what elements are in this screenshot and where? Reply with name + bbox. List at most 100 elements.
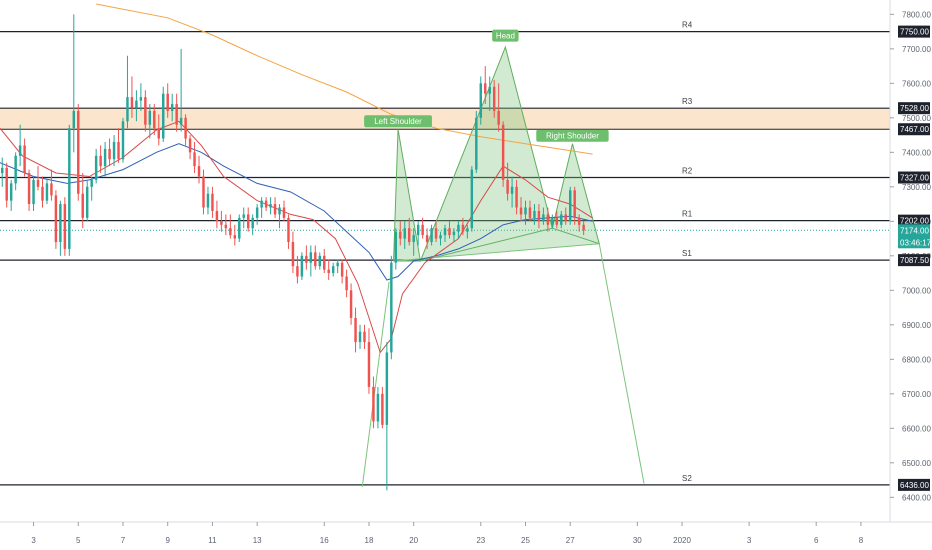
candle <box>430 224 433 246</box>
candle-body <box>85 186 89 218</box>
candle <box>394 228 398 270</box>
time-tick-label: 3 <box>747 536 752 545</box>
candle <box>85 179 89 222</box>
candle-body <box>492 86 496 111</box>
candle-body <box>466 228 469 232</box>
candle-body <box>287 217 290 243</box>
candle-body <box>331 266 335 274</box>
candle <box>260 197 263 218</box>
candle-body <box>130 97 134 108</box>
candle <box>291 231 295 274</box>
candle <box>560 210 563 229</box>
candle-body <box>327 269 330 274</box>
candle-body <box>385 352 389 425</box>
candle <box>340 259 344 284</box>
candle <box>135 90 138 122</box>
candle <box>193 141 196 174</box>
candle-body <box>63 204 67 249</box>
time-tick-label: 18 <box>365 536 374 545</box>
price-tick-label: 6800.00 <box>902 355 931 364</box>
candle <box>99 145 102 174</box>
candle <box>533 204 536 225</box>
price-tick-label: 7300.00 <box>902 183 931 192</box>
candle-body <box>202 176 205 208</box>
candle <box>23 138 26 177</box>
candle-body <box>278 207 281 215</box>
candle-body <box>179 117 183 125</box>
time-tick-label: 2020 <box>673 536 691 545</box>
candle <box>197 155 201 184</box>
candle <box>112 135 116 167</box>
candle-body <box>27 173 31 205</box>
candle <box>269 197 272 215</box>
candle <box>407 217 411 246</box>
candle <box>224 214 228 236</box>
head-label-bg <box>492 29 519 42</box>
candle-body <box>497 110 500 125</box>
candle-body <box>524 207 527 215</box>
candles-layer <box>1 14 585 491</box>
candle-body <box>238 217 241 239</box>
candle <box>515 179 518 215</box>
candle-body <box>309 252 313 263</box>
candle <box>336 259 339 274</box>
candle <box>238 214 241 243</box>
candle-body <box>367 342 371 387</box>
candle <box>309 245 313 277</box>
candle-body <box>166 93 169 111</box>
candle-body <box>470 169 474 229</box>
candle <box>564 207 567 225</box>
level-price-tag-s2 <box>898 478 930 491</box>
candle-body <box>475 117 478 170</box>
candle-body <box>573 190 576 218</box>
current-price-tag <box>898 224 930 249</box>
zone-low-price-text: 7467.00 <box>900 125 929 134</box>
candle <box>36 166 40 191</box>
candle-body <box>121 121 125 160</box>
candle <box>537 204 541 229</box>
candle-body <box>537 210 541 222</box>
candle-body <box>233 235 237 239</box>
candle <box>179 48 183 132</box>
candle-body <box>376 393 380 422</box>
candle <box>577 214 581 232</box>
candle <box>399 221 402 246</box>
candle <box>551 214 554 229</box>
candle-body <box>577 217 581 225</box>
candle <box>403 221 406 249</box>
candle <box>510 176 514 208</box>
level-price-text: 6436.00 <box>900 481 929 490</box>
candle <box>555 210 559 229</box>
candle-body <box>103 148 107 167</box>
candle-body <box>255 207 259 218</box>
candle <box>421 217 424 239</box>
candle-body <box>542 214 545 222</box>
candle <box>296 255 299 284</box>
time-tick-label: 30 <box>633 536 642 545</box>
candle-body <box>246 214 250 229</box>
candle <box>519 197 523 222</box>
candle-body <box>394 231 398 263</box>
candle-body <box>291 242 295 267</box>
time-tick-label: 6 <box>814 536 819 545</box>
price-tick-label: 7800.00 <box>902 10 931 19</box>
candle <box>54 190 58 249</box>
candle-body <box>300 255 304 277</box>
candle-body <box>381 393 384 425</box>
candle <box>9 179 13 211</box>
ma-line-ma-200 <box>96 3 593 155</box>
candle-body <box>421 224 424 236</box>
candle-body <box>242 214 245 218</box>
candle-body <box>564 214 567 222</box>
candle <box>144 90 147 132</box>
candle-body <box>251 217 254 229</box>
candle <box>90 176 93 201</box>
price-tick-label: 6600.00 <box>902 424 931 433</box>
candle <box>318 252 322 270</box>
candle-body <box>117 141 120 160</box>
level-label-r3: R3 <box>682 97 693 106</box>
time-tick-label: 3 <box>31 536 36 545</box>
candle-body <box>197 166 201 177</box>
candle <box>126 55 129 129</box>
